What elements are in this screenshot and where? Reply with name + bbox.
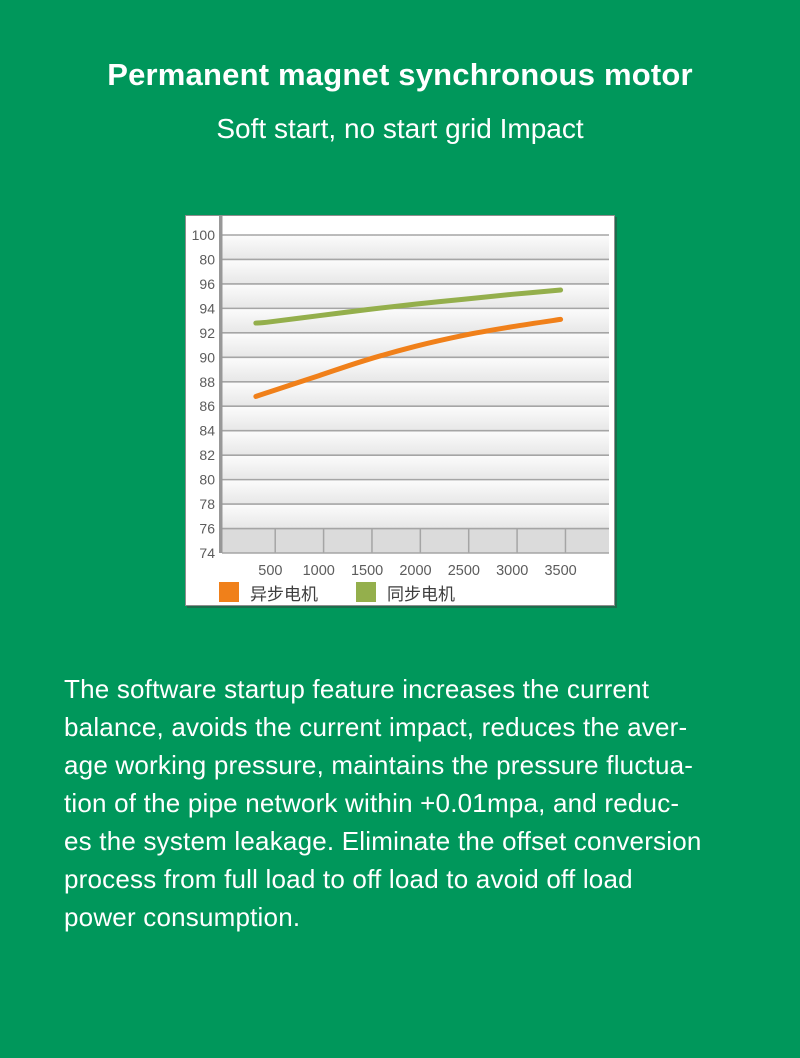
legend-label-async-motor: 异步电机 — [250, 584, 318, 605]
legend-label-sync-motor: 同步电机 — [387, 584, 455, 605]
legend-swatch-orange — [219, 582, 239, 603]
page-subtitle: Soft start, no start grid Impact — [216, 112, 584, 144]
svg-text:1000: 1000 — [303, 563, 335, 579]
svg-text:500: 500 — [258, 563, 282, 579]
page-title: Permanent magnet synchronous motor — [107, 57, 693, 92]
svg-text:80: 80 — [199, 251, 215, 267]
svg-text:90: 90 — [199, 349, 215, 365]
legend-swatch-green — [356, 582, 376, 603]
svg-text:76: 76 — [199, 520, 215, 536]
svg-text:78: 78 — [199, 496, 215, 512]
efficiency-line-chart: 100 80 96 94 92 90 88 86 84 82 80 78 76 74 500 1000 1500… — [186, 215, 614, 582]
description-paragraph: The software startup feature increases t… — [64, 673, 702, 932]
svg-text:94: 94 — [199, 300, 215, 316]
svg-text:2000: 2000 — [399, 563, 431, 579]
svg-text:88: 88 — [199, 374, 215, 390]
svg-text:96: 96 — [199, 276, 215, 292]
svg-text:80: 80 — [199, 471, 215, 487]
svg-text:84: 84 — [199, 422, 215, 438]
svg-text:2500: 2500 — [448, 563, 480, 579]
svg-text:1500: 1500 — [351, 563, 383, 579]
svg-text:82: 82 — [199, 447, 215, 463]
legend-item-sync-motor: 同步电机 — [356, 580, 455, 605]
svg-text:100: 100 — [192, 227, 216, 243]
svg-text:3000: 3000 — [496, 563, 528, 579]
svg-text:92: 92 — [199, 325, 215, 341]
svg-text:3500: 3500 — [544, 563, 576, 579]
legend-item-async-motor: 异步电机 — [219, 580, 318, 605]
efficiency-chart-panel: 100 80 96 94 92 90 88 86 84 82 80 78 76 74 500 1000 1500… — [185, 214, 615, 606]
page-background: { "page": { "background_color": "#00975B… — [0, 58, 800, 1058]
chart-legend: 异步电机 同步电机 — [186, 582, 614, 605]
svg-text:74: 74 — [199, 545, 215, 561]
svg-text:86: 86 — [199, 398, 215, 414]
